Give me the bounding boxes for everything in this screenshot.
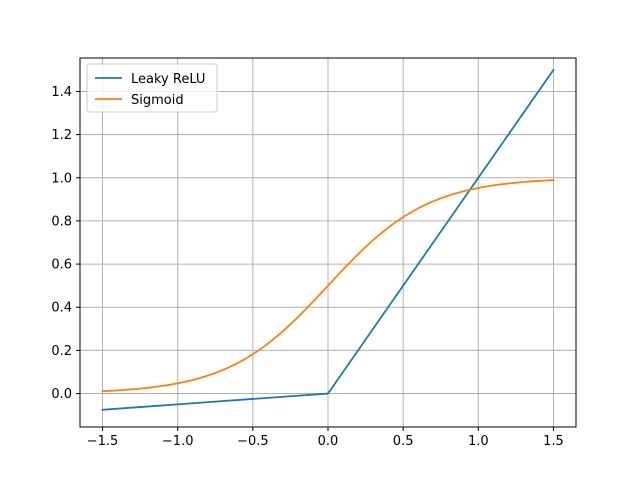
x-tick-label: 1.5 [543,434,564,449]
legend: Leaky ReLU Sigmoid [86,63,218,113]
y-tick-label: 0.6 [51,258,72,273]
y-tick-label: 1.2 [51,128,72,143]
series-line-2 [101,179,555,393]
y-tick-label: 0.4 [51,301,72,316]
y-tick-label: 0.0 [51,387,72,402]
x-tick-label: 0.0 [318,434,339,449]
x-tick-label: 0.5 [393,434,414,449]
legend-box [86,63,218,113]
legend-label: Sigmoid [131,93,184,108]
series-line-1 [101,68,555,411]
legend-label: Leaky ReLU [131,72,205,87]
y-tick-label: 1.0 [51,171,72,186]
axis-ticks: −1.5 −1.0 −0.5 0.0 0.5 1.0 1.5 0.0 0.2 0.4 0.6 0.8 1… [51,85,563,449]
y-tick-label: 0.2 [51,344,72,359]
x-tick-label: −0.5 [237,434,269,449]
x-tick-label: 1.0 [468,434,489,449]
x-tick-label: −1.0 [162,434,194,449]
grid-lines [80,58,576,427]
y-tick-label: 1.4 [51,85,72,100]
y-tick-label: 0.8 [51,214,72,229]
x-tick-label: −1.5 [87,434,119,449]
series-lines [101,68,555,411]
